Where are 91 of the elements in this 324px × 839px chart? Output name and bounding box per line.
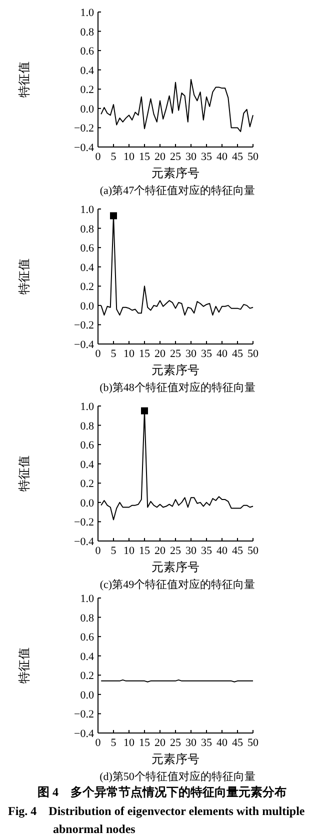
y-tick-label: −0.4 — [74, 728, 94, 740]
y-tick-label: −0.2 — [74, 516, 94, 529]
text: (a)第47个特征值对应的特征向量 — [100, 184, 256, 197]
x-tick-label: 10 — [124, 545, 135, 557]
x-tick-label: 45 — [232, 348, 244, 360]
x-axis-title: 元素序号 — [152, 560, 200, 574]
x-tick-label: 40 — [216, 348, 228, 360]
x-tick-label: 25 — [170, 348, 182, 360]
caption: 图 4 多个异常节点情况下的特征向量元素分布 — [38, 785, 286, 799]
x-axis-title: 元素序号 — [152, 166, 200, 180]
x-axis-title: 元素序号 — [152, 363, 200, 377]
y-axis-title: 特征值 — [17, 258, 31, 294]
x-tick-label: 15 — [139, 151, 150, 163]
y-tick-label: 0.6 — [80, 46, 94, 58]
x-tick-label: 30 — [186, 737, 197, 749]
line-series — [100, 79, 254, 132]
y-tick-label: 0.4 — [80, 262, 94, 274]
y-tick-label: 1.0 — [80, 7, 94, 19]
x-tick-label: 10 — [124, 151, 135, 163]
x-tick-label: 0 — [95, 348, 102, 360]
y-tick-label: 0.2 — [80, 670, 94, 682]
y-tick-label: 1.0 — [80, 401, 94, 413]
text: (c)第49个特征值对应的特征向量 — [100, 578, 256, 591]
x-tick-label: 40 — [216, 737, 228, 749]
y-tick-label: 0.6 — [80, 632, 94, 644]
y-tick-label: 1.0 — [80, 204, 94, 216]
y-tick-label: 1.0 — [80, 593, 94, 605]
y-tick-label: 0.2 — [80, 281, 94, 294]
y-tick-label: 0.0 — [80, 689, 94, 702]
x-tick-label: 50 — [248, 545, 259, 557]
y-tick-label: −0.4 — [74, 339, 94, 351]
x-tick-label: 35 — [201, 545, 212, 557]
y-tick-label: −0.2 — [74, 122, 94, 135]
x-tick-label: 5 — [110, 348, 117, 360]
y-tick-label: −0.2 — [74, 708, 94, 721]
y-tick-label: 0.2 — [80, 478, 94, 490]
y-tick-label: 0.0 — [80, 103, 94, 116]
y-tick-label: 0.0 — [80, 497, 94, 510]
x-tick-label: 5 — [110, 151, 117, 163]
text: (b)第48个特征值对应的特征向量 — [100, 381, 256, 394]
x-tick-label: 5 — [110, 737, 117, 749]
x-tick-label: 0 — [95, 151, 102, 163]
x-tick-label: 45 — [232, 151, 244, 163]
y-tick-label: 0.6 — [80, 440, 94, 452]
x-tick-label: 30 — [186, 151, 197, 163]
x-tick-label: 25 — [170, 151, 182, 163]
x-tick-label: 45 — [232, 737, 244, 749]
x-axis-title: 元素序号 — [152, 752, 200, 766]
y-tick-label: 0.8 — [80, 612, 94, 624]
y-tick-label: 0.4 — [80, 650, 94, 663]
y-tick-label: −0.4 — [74, 536, 94, 548]
x-tick-label: 30 — [186, 545, 197, 557]
x-tick-label: 50 — [248, 151, 259, 163]
x-tick-label: 15 — [139, 737, 150, 749]
x-tick-label: 20 — [154, 737, 166, 749]
x-tick-label: 0 — [95, 737, 102, 749]
x-tick-label: 10 — [124, 737, 135, 749]
x-tick-label: 50 — [248, 737, 259, 749]
y-tick-label: 0.0 — [80, 300, 94, 312]
x-tick-label: 10 — [124, 348, 135, 360]
x-tick-label: 40 — [216, 151, 228, 163]
x-tick-label: 0 — [95, 545, 102, 557]
y-tick-label: 0.8 — [80, 223, 94, 236]
text: (d)第50个特征值对应的特征向量 — [100, 770, 256, 783]
x-tick-label: 20 — [154, 151, 166, 163]
x-tick-label: 25 — [170, 737, 182, 749]
y-axis-title: 特征值 — [17, 62, 31, 98]
y-tick-label: 0.6 — [80, 242, 94, 255]
x-tick-label: 15 — [139, 348, 150, 360]
y-axis-title: 特征值 — [17, 648, 31, 684]
y-tick-label: −0.2 — [74, 320, 94, 332]
x-tick-label: 5 — [110, 545, 117, 557]
x-tick-label: 40 — [216, 545, 228, 557]
x-tick-label: 35 — [201, 151, 212, 163]
caption: Fig. 4 Distribution of eigenvector elements with multiple abnormal nodes — [8, 804, 306, 836]
x-tick-label: 15 — [139, 545, 150, 557]
y-tick-label: 0.4 — [80, 64, 94, 77]
y-tick-label: 0.2 — [80, 84, 94, 96]
x-tick-label: 20 — [154, 348, 166, 360]
x-tick-label: 50 — [248, 348, 259, 360]
x-tick-label: 25 — [170, 545, 182, 557]
x-tick-label: 35 — [201, 737, 212, 749]
y-axis-title: 特征值 — [17, 456, 31, 492]
y-tick-label: 0.8 — [80, 26, 94, 38]
y-tick-label: 0.8 — [80, 420, 94, 432]
x-tick-label: 45 — [232, 545, 244, 557]
x-tick-label: 30 — [186, 348, 197, 360]
y-tick-label: 0.4 — [80, 458, 94, 471]
y-tick-label: −0.4 — [74, 142, 94, 154]
x-tick-label: 20 — [154, 545, 166, 557]
x-tick-label: 35 — [201, 348, 212, 360]
